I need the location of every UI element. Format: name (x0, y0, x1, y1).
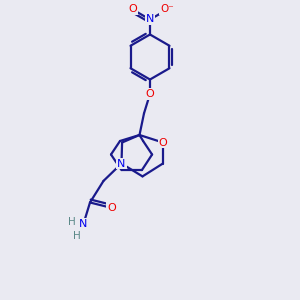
Text: H: H (73, 231, 81, 241)
Text: N: N (146, 14, 154, 25)
Text: H: H (68, 217, 75, 227)
Text: O⁻: O⁻ (160, 4, 174, 14)
Text: O: O (107, 203, 116, 213)
Text: N: N (79, 219, 88, 229)
Text: N: N (117, 158, 126, 169)
Text: O: O (129, 4, 138, 14)
Text: O: O (146, 89, 154, 99)
Text: O: O (158, 137, 167, 148)
